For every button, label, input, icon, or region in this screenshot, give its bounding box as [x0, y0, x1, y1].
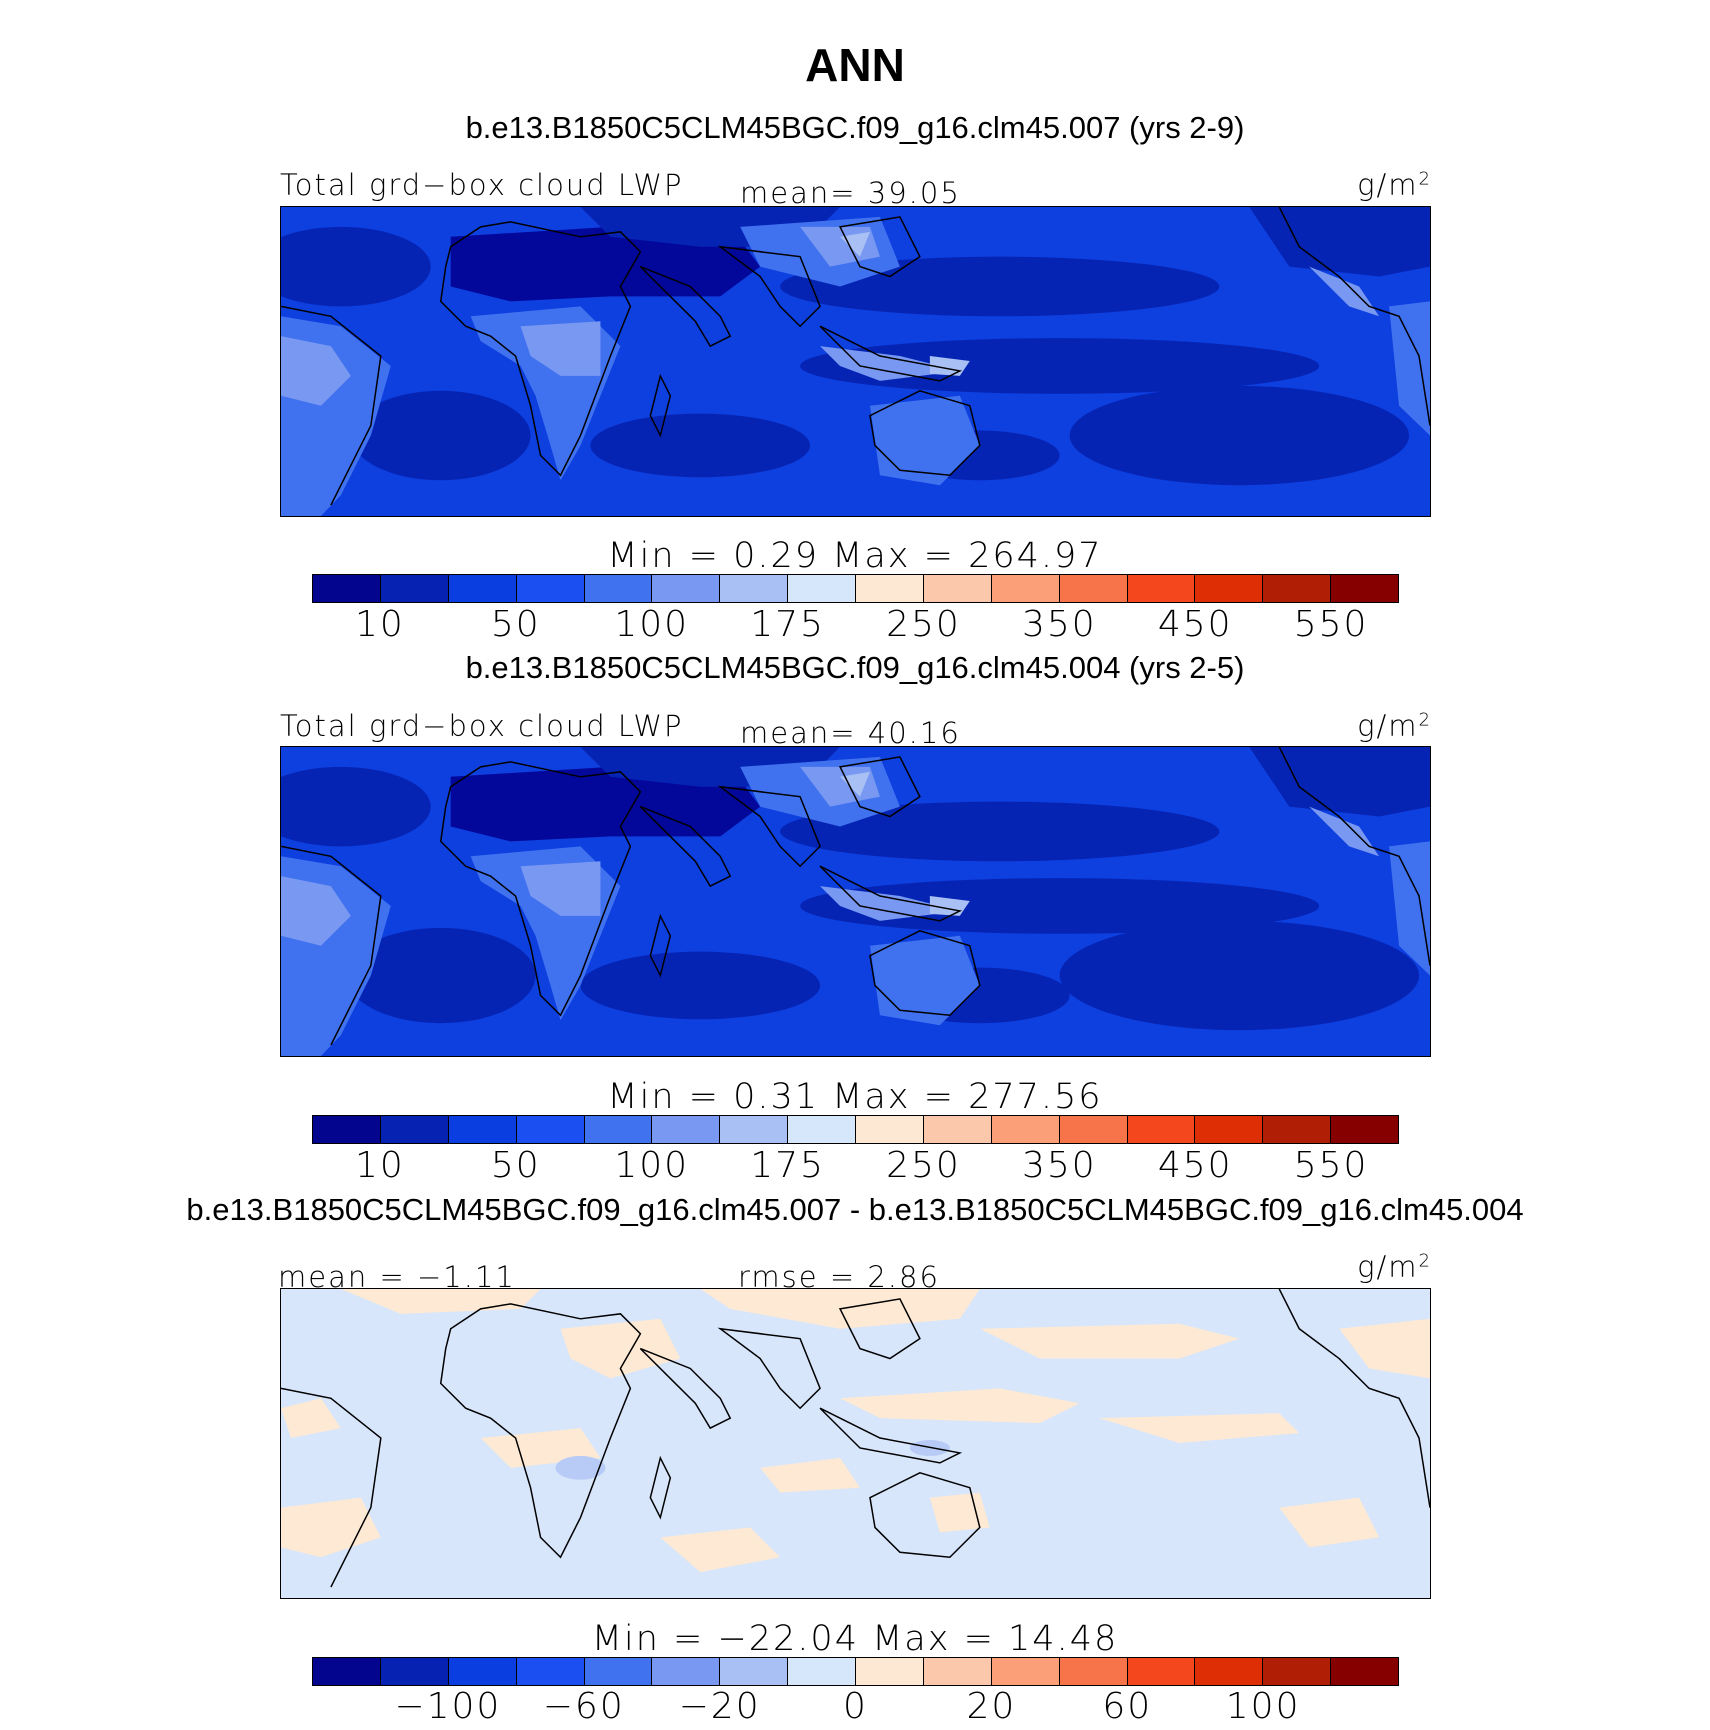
colorbar-swatch [313, 575, 381, 602]
colorbar-swatch [584, 1658, 653, 1685]
colorbar-swatch [1331, 575, 1398, 602]
panel1-map [280, 206, 1431, 517]
panel3-colorbar-ticks: −100 −60 −20 0 20 60 100 [312, 1686, 1399, 1730]
panel2-variable-label: Total grd−box cloud LWP [280, 709, 684, 743]
colorbar-swatch [1059, 575, 1128, 602]
colorbar-swatch [788, 1116, 856, 1143]
panel3-units: g/m2 [1357, 1250, 1432, 1284]
colorbar-swatch [1331, 1116, 1398, 1143]
colorbar-tick-label: −20 [678, 1686, 761, 1727]
colorbar-tick-label: 0 [843, 1686, 868, 1727]
panel1-min-max: Min = 0.29 Max = 264.97 [607, 536, 1103, 576]
panel1-colorbar [312, 574, 1399, 603]
colorbar-swatch [380, 575, 449, 602]
colorbar-tick-label: −60 [542, 1686, 625, 1727]
panel3-map [280, 1288, 1431, 1599]
colorbar-swatch [1263, 1658, 1332, 1685]
colorbar-swatch [1195, 1116, 1264, 1143]
colorbar-swatch [1127, 575, 1196, 602]
colorbar-tick-label: 100 [614, 604, 690, 645]
colorbar-swatch [856, 1658, 924, 1685]
colorbar-tick-label: 60 [1102, 1686, 1153, 1727]
colorbar-swatch [991, 1658, 1060, 1685]
colorbar-swatch [448, 575, 517, 602]
colorbar-swatch [1263, 1116, 1332, 1143]
colorbar-tick-label: 250 [886, 1145, 961, 1186]
panel3-min-max: Min = −22.04 Max = 14.48 [591, 1619, 1119, 1659]
colorbar-swatch [652, 1658, 721, 1685]
colorbar-tick-label: 20 [966, 1686, 1017, 1727]
colorbar-tick-label: 175 [750, 604, 825, 645]
colorbar-swatch [584, 1116, 653, 1143]
panel1-variable-label: Total grd−box cloud LWP [280, 168, 684, 202]
colorbar-tick-label: 550 [1293, 604, 1369, 645]
colorbar-tick-label: 350 [1021, 604, 1097, 645]
colorbar-swatch [923, 1116, 992, 1143]
colorbar-swatch [991, 1116, 1060, 1143]
colorbar-swatch [313, 1658, 381, 1685]
colorbar-tick-label: 450 [1157, 604, 1233, 645]
panel2-case-title: b.e13.B1850C5CLM45BGC.f09_g16.clm45.004 … [465, 650, 1245, 685]
panel1-case-title: b.e13.B1850C5CLM45BGC.f09_g16.clm45.007 … [465, 110, 1245, 145]
panel2-units: g/m2 [1357, 709, 1432, 743]
colorbar-swatch [1059, 1116, 1128, 1143]
colorbar-swatch [923, 575, 992, 602]
colorbar-swatch [1127, 1658, 1196, 1685]
colorbar-tick-label: 50 [490, 604, 541, 645]
figure-title: ANN [805, 39, 905, 91]
colorbar-tick-label: 450 [1157, 1145, 1233, 1186]
colorbar-swatch [584, 575, 653, 602]
panel3-map-field [281, 1289, 1430, 1598]
colorbar-tick-label: −100 [394, 1686, 502, 1727]
colorbar-swatch [1195, 1658, 1264, 1685]
colorbar-swatch [1195, 575, 1264, 602]
colorbar-tick-label: 550 [1293, 1145, 1369, 1186]
colorbar-swatch [1059, 1658, 1128, 1685]
colorbar-swatch [448, 1116, 517, 1143]
panel2-min-max: Min = 0.31 Max = 277.56 [607, 1077, 1103, 1117]
colorbar-swatch [720, 575, 789, 602]
colorbar-swatch [652, 1116, 721, 1143]
colorbar-tick-label: 100 [1225, 1686, 1301, 1727]
colorbar-swatch [1331, 1658, 1398, 1685]
colorbar-tick-label: 350 [1021, 1145, 1097, 1186]
panel2-colorbar-ticks: 10 50 100 175 250 350 450 550 [312, 1145, 1399, 1189]
colorbar-swatch [313, 1116, 381, 1143]
colorbar-swatch [652, 575, 721, 602]
panel1-units: g/m2 [1357, 168, 1432, 202]
colorbar-tick-label: 10 [355, 604, 405, 645]
colorbar-swatch [856, 1116, 924, 1143]
panel3-case-title: b.e13.B1850C5CLM45BGC.f09_g16.clm45.007 … [186, 1192, 1524, 1227]
panel1-mean-label: mean= 39.05 [740, 176, 961, 210]
colorbar-swatch [991, 575, 1060, 602]
panel2-colorbar [312, 1115, 1399, 1144]
colorbar-tick-label: 250 [886, 604, 961, 645]
colorbar-swatch [720, 1116, 789, 1143]
panel3-colorbar [312, 1657, 1399, 1686]
panel2-map [280, 746, 1431, 1057]
panel2-mean-label: mean= 40.16 [740, 716, 961, 750]
colorbar-swatch [516, 575, 585, 602]
colorbar-tick-label: 175 [750, 1145, 825, 1186]
colorbar-swatch [516, 1658, 585, 1685]
colorbar-tick-label: 10 [355, 1145, 405, 1186]
colorbar-tick-label: 50 [490, 1145, 541, 1186]
colorbar-swatch [380, 1658, 449, 1685]
colorbar-swatch [856, 575, 924, 602]
panel1-map-field [281, 207, 1430, 516]
colorbar-swatch [1263, 575, 1332, 602]
panel2-map-field [281, 747, 1430, 1056]
panel1-colorbar-ticks: 10 50 100 175 250 350 450 550 [312, 604, 1399, 648]
colorbar-swatch [923, 1658, 992, 1685]
colorbar-swatch [380, 1116, 449, 1143]
colorbar-swatch [788, 575, 856, 602]
colorbar-swatch [720, 1658, 789, 1685]
colorbar-swatch [516, 1116, 585, 1143]
colorbar-swatch [448, 1658, 517, 1685]
colorbar-swatch [788, 1658, 856, 1685]
colorbar-swatch [1127, 1116, 1196, 1143]
colorbar-tick-label: 100 [614, 1145, 690, 1186]
